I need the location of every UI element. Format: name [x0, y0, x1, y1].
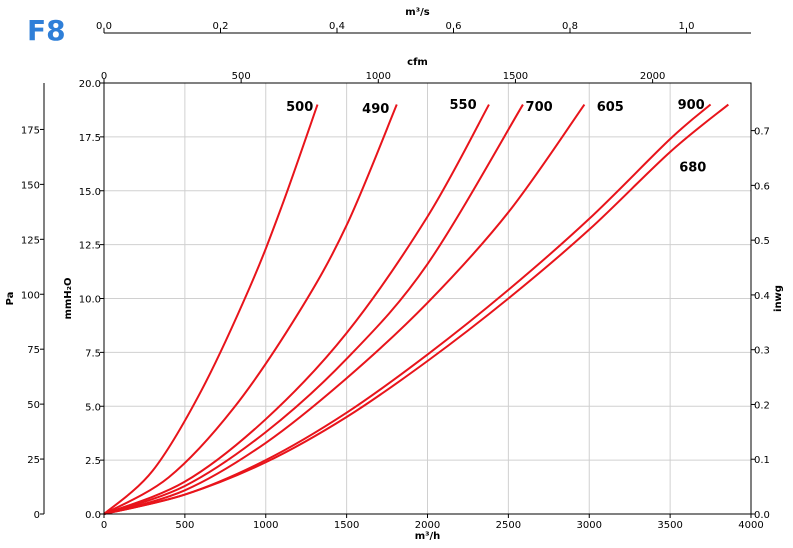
pa-tick-label: 175: [21, 125, 40, 136]
m3s-tick-label: 1.0: [679, 21, 695, 32]
curve-label-490: 490: [362, 102, 389, 117]
cfm-tick-label: 0: [101, 71, 107, 82]
x-tick-label: 4000: [738, 520, 763, 531]
axes: 0 500 1000 1500 2000 2500 3000 3500 4000m³/h0.02…: [5, 7, 784, 542]
m3s-tick-label: 0.6: [446, 21, 462, 32]
y-tick-label: 17.5: [79, 133, 101, 144]
inwg-tick-label: 0.7: [754, 127, 770, 138]
curve-label-550: 550: [450, 98, 477, 113]
cfm-tick-label: 1500: [503, 71, 528, 82]
pa-axis-label: Pa: [5, 292, 16, 306]
inwg-tick-label: 0.2: [754, 400, 770, 411]
m3s-tick-label: 0.0: [96, 21, 112, 32]
cfm-tick-label: 1000: [366, 71, 391, 82]
inwg-tick-label: 0.5: [754, 236, 770, 247]
m3s-axis-label: m³/s: [405, 7, 429, 18]
y-tick-label: 20.0: [79, 79, 101, 90]
y-tick-label: 2.5: [85, 456, 101, 467]
x-tick-label: 2000: [415, 520, 440, 531]
inwg-tick-label: 0.1: [754, 455, 770, 466]
y-axis-label: mmH₂O: [63, 277, 74, 319]
y-tick-label: 0.0: [85, 510, 101, 521]
pa-tick-label: 75: [27, 345, 40, 356]
grid: [104, 83, 751, 514]
curve-label-500: 500: [286, 100, 313, 115]
inwg-tick-label: 0.3: [754, 346, 770, 357]
curve-label-700: 700: [526, 100, 553, 115]
pa-tick-label: 125: [21, 235, 40, 246]
cfm-tick-label: 2000: [640, 71, 665, 82]
inwg-tick-label: 0.0: [754, 510, 770, 521]
cfm-axis-label: cfm: [407, 57, 428, 68]
y-tick-label: 5.0: [85, 402, 101, 413]
curve-700: [103, 104, 524, 515]
y-tick-label: 12.5: [79, 241, 101, 252]
x-tick-label: 2500: [496, 520, 521, 531]
x-tick-label: 1000: [253, 520, 278, 531]
curve-labels: 500 490 550 700 605 900 680: [286, 98, 706, 175]
m3s-tick-label: 0.8: [562, 21, 578, 32]
filter-class-badge: F8: [27, 14, 66, 47]
m3s-tick-label: 0.4: [329, 21, 345, 32]
y-tick-label: 15.0: [79, 187, 101, 198]
curve-605: [103, 103, 586, 515]
curve-label-900: 900: [678, 98, 705, 113]
pa-tick-label: 50: [27, 400, 40, 411]
curve-680: [103, 103, 729, 515]
y-tick-label: 10.0: [79, 295, 101, 306]
y-tick-label: 7.5: [85, 348, 101, 359]
pa-tick-label: 150: [21, 180, 40, 191]
cfm-tick-label: 500: [232, 71, 251, 82]
inwg-tick-label: 0.4: [754, 291, 770, 302]
m3s-tick-label: 0.2: [213, 21, 229, 32]
curve-label-605: 605: [597, 100, 624, 115]
curve-label-680: 680: [679, 160, 706, 175]
curve-490: [103, 104, 398, 515]
x-tick-label: 3500: [657, 520, 682, 531]
pa-tick-label: 0: [34, 510, 40, 521]
x-tick-label: 0: [101, 520, 107, 531]
x-tick-label: 3000: [577, 520, 602, 531]
x-axis-label: m³/h: [415, 531, 441, 542]
x-tick-label: 1500: [334, 520, 359, 531]
curve-500: [103, 104, 319, 515]
inwg-tick-label: 0.6: [754, 181, 770, 192]
curve-550: [103, 104, 490, 515]
pa-tick-label: 25: [27, 455, 40, 466]
curves: [103, 103, 729, 515]
x-tick-label: 500: [175, 520, 194, 531]
inwg-axis-label: inwg: [773, 285, 784, 312]
pa-tick-label: 100: [21, 290, 40, 301]
